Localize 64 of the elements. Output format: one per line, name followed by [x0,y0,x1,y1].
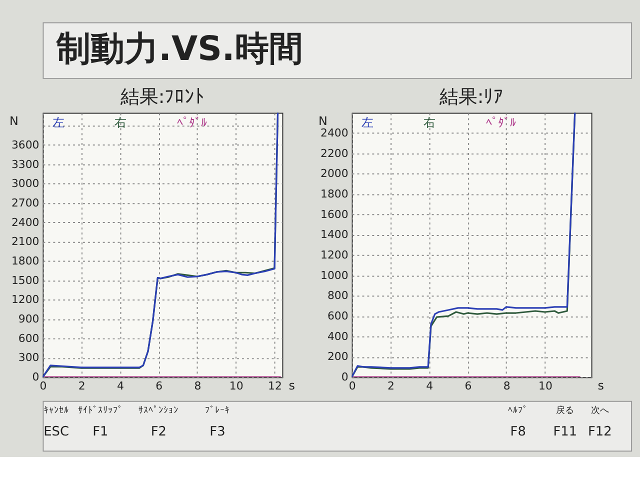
text: ﾍﾟﾀﾞﾙ [176,116,207,130]
y-tick-label: 300 [18,351,40,364]
x-tick-label: 12 [268,379,282,392]
text: 戻る [556,404,574,416]
text: ﾌﾞﾚｰｷ [204,404,230,416]
y-tick-label: 2400 [320,126,348,140]
y-tick-label: 1800 [320,188,348,201]
chart-title: 結果:ﾘｱ [438,86,504,108]
y-tick-label: 3600 [11,138,40,152]
y-tick-label: 2400 [11,216,40,229]
y-tick-label: 2100 [11,235,40,248]
text: 左 [361,116,374,130]
text: ｻｲﾄﾞｽﾘｯﾌﾟ [78,404,123,416]
y-tick-label: 1200 [320,248,348,262]
y-tick-label: 900 [18,312,40,326]
text: F1 [92,424,108,440]
text: ESC [44,424,69,440]
y-tick-label: 0 [341,370,348,384]
text: 右 [424,116,436,130]
x-tick-label: 2 [387,379,394,392]
y-tick-label: 3000 [11,177,40,190]
y-tick-label: 400 [327,330,348,343]
y-tick-label: 200 [327,350,348,364]
y-tick-label: 2000 [320,167,348,180]
x-tick-label: 4 [117,379,124,392]
text: 右 [114,116,127,130]
text: F12 [588,424,612,440]
x-tick-label: 2 [78,379,86,392]
y-tick-label: 1500 [11,274,40,287]
y-tick-label: 1600 [320,208,348,221]
text: ｻｽﾍﾟﾝｼｮﾝ [138,404,179,416]
y-tick-label: 1400 [320,228,348,242]
text: ｷｬﾝｾﾙ [44,406,69,416]
x-tick-label: 8 [503,379,510,392]
text: ﾍﾟﾀﾞﾙ [486,116,516,130]
y-tick-label: 1200 [11,293,40,306]
chart-title: 結果:ﾌﾛﾝﾄ [119,86,205,108]
y-tick-label: 600 [327,310,348,323]
y-tick-label: 1800 [11,254,40,268]
text: F8 [510,424,526,440]
x-tick-label: 8 [194,379,202,392]
x-tick-label: 6 [156,379,163,392]
x-tick-label: 10 [229,379,244,392]
y-tick-label: 800 [327,289,348,302]
x-tick-label: 4 [426,379,434,392]
text: ﾍﾙﾌﾟ [508,404,528,416]
text: 次へ [590,404,609,416]
y-tick-label: 2200 [320,146,348,160]
text: 制動力.VS.時間 [56,29,303,68]
y-tick-label: 1000 [320,268,348,282]
y-tick-label: 600 [18,332,40,345]
y-axis-title: N [9,114,18,128]
text: 左 [52,116,64,130]
y-tick-label: 3300 [11,158,40,171]
text: F11 [553,424,578,440]
x-tick-label: 10 [538,379,552,392]
x-tick-label: 6 [464,379,472,392]
text: F2 [150,424,166,440]
y-axis-title: N [318,114,328,128]
y-tick-label: 0 [32,370,40,384]
x-axis-title: s [598,378,604,392]
text: F3 [210,424,226,440]
x-axis-title: s [288,378,295,392]
y-tick-label: 2700 [11,196,40,210]
